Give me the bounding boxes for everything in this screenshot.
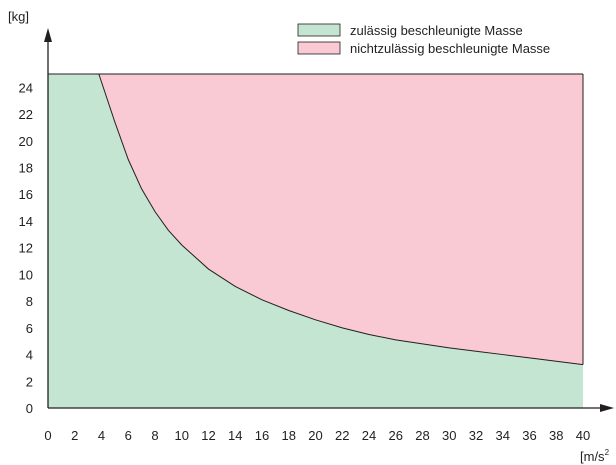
x-axis-unit: [m/s bbox=[580, 449, 605, 464]
y-tick-label: 8 bbox=[26, 294, 33, 309]
not-allowed-region bbox=[98, 74, 583, 365]
y-tick-label: 0 bbox=[26, 401, 33, 416]
x-tick-label: 6 bbox=[125, 428, 132, 443]
x-tick-label: 8 bbox=[151, 428, 158, 443]
x-tick-label: 16 bbox=[255, 428, 269, 443]
x-tick-label: 0 bbox=[44, 428, 51, 443]
legend-swatch-not-allowed bbox=[297, 41, 341, 55]
y-tick-label: 20 bbox=[19, 134, 33, 149]
boundary-curve bbox=[98, 73, 584, 366]
legend-label-allowed: zulässig beschleunigte Masse bbox=[350, 23, 523, 38]
x-tick-label: 30 bbox=[442, 428, 456, 443]
y-tick-label: 14 bbox=[19, 214, 33, 229]
x-tick-label: 4 bbox=[98, 428, 105, 443]
y-tick-label: 12 bbox=[19, 241, 33, 256]
x-tick-label: 12 bbox=[201, 428, 215, 443]
y-tick-label: 10 bbox=[19, 267, 33, 282]
x-tick-label: 28 bbox=[415, 428, 429, 443]
y-tick-label: 24 bbox=[19, 80, 33, 95]
y-tick-label: 18 bbox=[19, 161, 33, 176]
y-tick-label: 4 bbox=[26, 348, 33, 363]
x-tick-label: 38 bbox=[549, 428, 563, 443]
x-tick-label: 2 bbox=[71, 428, 78, 443]
x-tick-label: 40 bbox=[576, 428, 590, 443]
x-tick-label: 26 bbox=[389, 428, 403, 443]
legend-swatch-allowed bbox=[297, 23, 341, 37]
x-tick-label: 18 bbox=[282, 428, 296, 443]
x-axis-arrow bbox=[600, 404, 614, 412]
x-tick-label: 24 bbox=[362, 428, 376, 443]
legend: zulässig beschleunigte Masse nichtzuläss… bbox=[297, 23, 550, 56]
legend-label-not-allowed: nichtzulässig beschleunigte Masse bbox=[350, 41, 550, 56]
x-tick-label: 20 bbox=[308, 428, 322, 443]
y-axis-arrow bbox=[44, 28, 52, 42]
x-tick-label: 36 bbox=[522, 428, 536, 443]
x-tick-label: 10 bbox=[175, 428, 189, 443]
x-tick-label: 22 bbox=[335, 428, 349, 443]
allowed-region bbox=[48, 74, 583, 408]
x-tick-label: 32 bbox=[469, 428, 483, 443]
x-tick-label: 14 bbox=[228, 428, 242, 443]
x-tick-labels: 0 2 4 6 8 10 12 14 16 18 20 22 24 26 28 30 32 34 36 38 40 bbox=[44, 428, 590, 443]
y-tick-label: 16 bbox=[19, 187, 33, 202]
y-tick-label: 2 bbox=[26, 374, 33, 389]
x-axis-label: [m/s2 bbox=[580, 448, 610, 464]
x-tick-label: 34 bbox=[496, 428, 510, 443]
x-axis-unit-superscript: 2 bbox=[605, 448, 610, 457]
y-tick-label: 6 bbox=[26, 321, 33, 336]
y-tick-label: 22 bbox=[19, 107, 33, 122]
y-axis-label: [kg] bbox=[8, 9, 29, 24]
